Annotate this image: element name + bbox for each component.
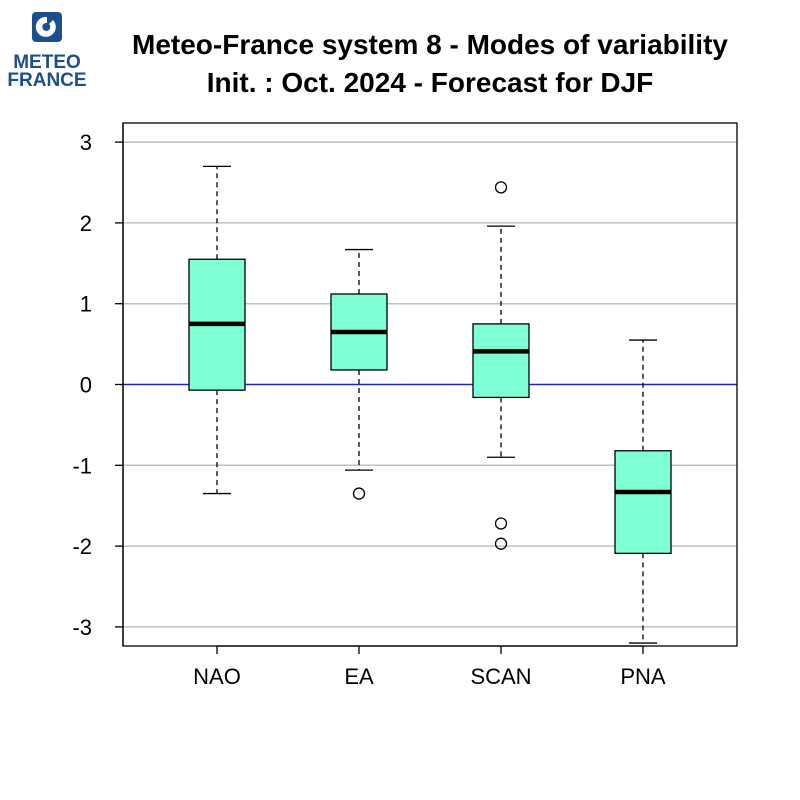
logo-line2: FRANCE	[7, 70, 86, 91]
y-tick-label: 0	[80, 373, 92, 398]
meteo-france-logo: METEO FRANCE	[7, 12, 87, 91]
x-tick-label: SCAN	[470, 664, 531, 689]
box-ea	[330, 248, 388, 500]
outlier-point	[494, 181, 508, 194]
y-tick-label: 3	[80, 130, 92, 155]
outlier-point	[494, 517, 508, 530]
y-axis: 3 2 1 0 -1 -2 -3	[72, 123, 124, 646]
box-scan	[472, 181, 530, 550]
logo-line1: METEO	[13, 52, 81, 73]
chart-title: Meteo-France system 8 - Modes of variabi…	[132, 29, 728, 60]
box-nao	[188, 165, 246, 495]
y-tick-label: 1	[80, 292, 92, 317]
y-tick-label: -1	[72, 453, 92, 478]
y-tick-label: -3	[72, 615, 92, 640]
logo-emblem-mark	[35, 16, 56, 37]
outlier-point	[494, 537, 508, 550]
outlier-point	[352, 487, 366, 500]
chart-subtitle: Init. : Oct. 2024 - Forecast for DJF	[207, 67, 654, 98]
boxplots	[188, 165, 672, 644]
box-pna	[614, 339, 672, 644]
box-iqr	[614, 450, 672, 555]
y-tick-label: 2	[80, 211, 92, 236]
x-axis: NAO EA SCAN PNA	[193, 645, 666, 689]
x-tick-label: NAO	[193, 664, 241, 689]
box-iqr	[472, 323, 530, 399]
x-tick-label: PNA	[620, 664, 666, 689]
y-tick-label: -2	[72, 534, 92, 559]
x-tick-label: EA	[344, 664, 374, 689]
